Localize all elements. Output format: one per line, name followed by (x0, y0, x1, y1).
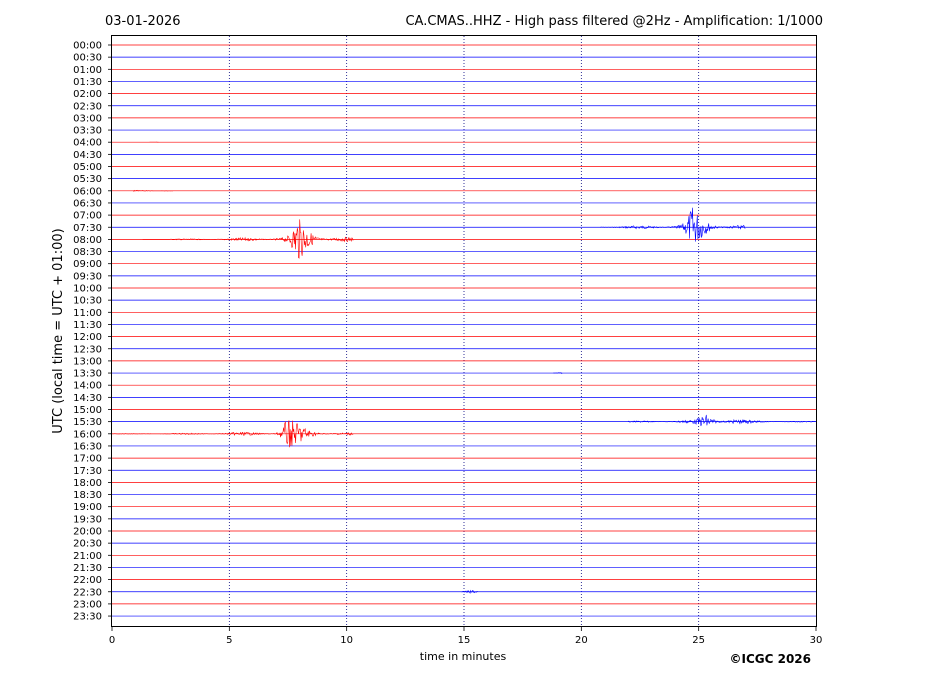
y-tick-label: 04:00 (73, 138, 102, 149)
y-tick-label: 21:30 (73, 563, 102, 574)
y-tick-label: 18:00 (73, 478, 102, 489)
y-tick-label: 15:00 (73, 405, 102, 416)
y-tick-label: 04:30 (73, 150, 102, 161)
y-tick-label: 11:00 (73, 308, 102, 319)
x-tick-label: 20 (575, 635, 588, 646)
x-axis-ticks: 0 5 10 15 20 25 30 (109, 627, 823, 646)
event-waveform-1600 (111, 420, 354, 448)
y-tick-label: 16:00 (73, 429, 102, 440)
x-tick-label: 10 (340, 635, 353, 646)
y-tick-label: 10:00 (73, 284, 102, 295)
y-tick-label: 21:00 (73, 551, 102, 562)
event-waveform-0600 (132, 189, 173, 192)
y-tick-label: 16:30 (73, 441, 102, 452)
y-tick-label: 20:00 (73, 527, 102, 538)
y-tick-label: 10:30 (73, 296, 102, 307)
y-tick-label: 07:30 (73, 223, 102, 234)
y-tick-label: 22:30 (73, 587, 102, 598)
y-tick-label: 14:30 (73, 393, 102, 404)
y-tick-label: 01:00 (73, 65, 102, 76)
copyright-label: ©ICGC 2026 (729, 652, 811, 666)
y-tick-label: 20:30 (73, 539, 102, 550)
y-tick-label: 08:30 (73, 247, 102, 258)
y-tick-label: 08:00 (73, 235, 102, 246)
y-tick-label: 23:00 (73, 599, 102, 610)
y-tick-label: 23:30 (73, 612, 102, 623)
x-tick-label: 5 (226, 635, 232, 646)
x-tick-label: 15 (458, 635, 471, 646)
trace-rows (112, 44, 816, 617)
y-tick-label: 19:30 (73, 514, 102, 525)
y-tick-label: 02:30 (73, 101, 102, 112)
y-tick-label: 18:30 (73, 490, 102, 501)
x-tick-label: 0 (109, 635, 115, 646)
y-tick-label: 00:00 (73, 41, 102, 52)
event-waveform-2230 (461, 589, 478, 594)
event-waveform-1530 (628, 414, 816, 427)
y-tick-label: 12:00 (73, 332, 102, 343)
y-tick-label: 03:00 (73, 113, 102, 124)
chart-title: CA.CMAS..HHZ - High pass filtered @2Hz -… (405, 14, 823, 29)
y-tick-label: 17:30 (73, 466, 102, 477)
y-axis-label: UTC (local time = UTC + 01:00) (51, 228, 66, 433)
y-tick-label: 05:30 (73, 174, 102, 185)
y-tick-label: 15:30 (73, 417, 102, 428)
event-waveforms (111, 141, 816, 594)
y-tick-label: 13:00 (73, 356, 102, 367)
y-tick-label: 14:00 (73, 381, 102, 392)
x-axis-label: time in minutes (420, 650, 507, 663)
event-waveform-0800 (142, 219, 354, 259)
y-tick-label: 13:30 (73, 369, 102, 380)
x-tick-label: 30 (810, 635, 823, 646)
y-tick-label: 07:00 (73, 211, 102, 222)
y-tick-label: 22:00 (73, 575, 102, 586)
y-tick-label: 09:00 (73, 259, 102, 270)
y-tick-label: 01:30 (73, 77, 102, 88)
x-tick-label: 25 (692, 635, 705, 646)
y-tick-label: 00:30 (73, 53, 102, 64)
y-tick-label: 02:00 (73, 89, 102, 100)
y-tick-label: 03:30 (73, 126, 102, 137)
event-waveform-0730 (600, 207, 746, 242)
y-tick-label: 17:00 (73, 454, 102, 465)
vertical-grid (228, 36, 700, 626)
y-tick-label: 06:30 (73, 198, 102, 209)
event-waveform-1330 (553, 372, 563, 374)
plot-frame (111, 35, 817, 627)
y-tick-label: 09:30 (73, 271, 102, 282)
y-tick-label: 19:00 (73, 502, 102, 513)
date-label: 03-01-2026 (105, 14, 181, 29)
y-tick-label: 05:00 (73, 162, 102, 173)
y-tick-label: 11:30 (73, 320, 102, 331)
y-tick-label: 12:30 (73, 344, 102, 355)
y-tick-label: 06:00 (73, 186, 102, 197)
